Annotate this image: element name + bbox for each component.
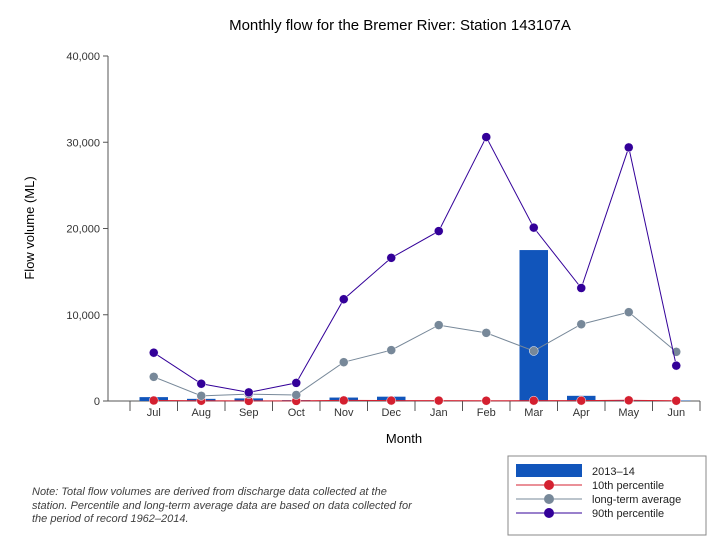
legend-label: long-term average — [592, 494, 681, 506]
x-tick-label: Sep — [239, 407, 259, 419]
y-tick-label: 40,000 — [66, 51, 100, 63]
legend-swatch — [516, 464, 582, 477]
legend-marker — [544, 508, 554, 518]
data-point — [386, 253, 396, 263]
bar — [519, 250, 548, 401]
y-axis-label: Flow volume (ML) — [22, 176, 37, 279]
data-point — [529, 395, 539, 406]
data-point — [434, 395, 444, 406]
legend-marker — [544, 494, 554, 504]
y-tick-label: 0 — [94, 396, 100, 408]
axes: 0 10,000 20,000 30,000 40,000 Jul Aug Sep Oct Nov… — [66, 51, 701, 419]
data-point — [386, 395, 396, 406]
data-point — [149, 395, 159, 406]
data-point — [671, 395, 681, 406]
data-point — [291, 390, 301, 400]
x-tick-label: Feb — [477, 407, 496, 419]
bar-series — [139, 250, 691, 401]
data-point — [339, 395, 349, 406]
data-point — [576, 283, 586, 293]
x-tick-label: Jun — [667, 407, 685, 419]
data-point — [624, 307, 634, 317]
x-tick-label: Apr — [573, 407, 590, 419]
legend: 2013–14 10th percentile long-term average 9… — [507, 455, 707, 536]
series-line — [153, 311, 677, 397]
data-point — [291, 378, 301, 388]
series-line — [153, 399, 677, 402]
data-point — [529, 222, 539, 233]
legend-label: 10th percentile — [592, 480, 664, 492]
y-tick-label: 10,000 — [66, 310, 100, 322]
data-point — [196, 391, 206, 401]
data-point — [434, 320, 444, 330]
data-point — [481, 328, 491, 338]
legend-marker — [544, 480, 554, 490]
x-tick-label: Dec — [381, 407, 401, 419]
data-point — [481, 395, 491, 406]
data-point — [671, 360, 681, 371]
data-point — [386, 345, 396, 355]
data-point — [529, 346, 539, 356]
x-tick-label: Oct — [288, 407, 305, 419]
data-point — [149, 372, 159, 382]
data-point — [481, 132, 491, 142]
data-point — [624, 395, 634, 406]
line-series — [149, 132, 681, 406]
x-tick-label: Nov — [334, 407, 354, 419]
data-point — [339, 294, 349, 304]
legend-label: 90th percentile — [592, 508, 664, 520]
x-tick-label: Aug — [191, 407, 211, 419]
x-tick-label: Jan — [430, 407, 448, 419]
footnote: Note: Total flow volumes are derived fro… — [32, 486, 412, 525]
series-line — [153, 135, 677, 393]
data-point — [149, 347, 159, 358]
x-axis-label: Month — [386, 431, 422, 446]
x-tick-label: Mar — [524, 407, 543, 419]
data-point — [339, 357, 349, 367]
y-tick-label: 30,000 — [66, 137, 100, 149]
x-tick-label: May — [618, 407, 639, 419]
legend-label: 2013–14 — [592, 466, 635, 478]
data-point — [244, 387, 254, 398]
data-point — [576, 319, 586, 329]
y-tick-label: 20,000 — [66, 224, 100, 236]
chart-title: Monthly flow for the Bremer River: Stati… — [229, 17, 571, 34]
x-tick-label: Jul — [147, 407, 161, 419]
data-point — [624, 142, 634, 153]
data-point — [576, 395, 586, 406]
data-point — [434, 226, 444, 236]
data-point — [196, 379, 206, 389]
